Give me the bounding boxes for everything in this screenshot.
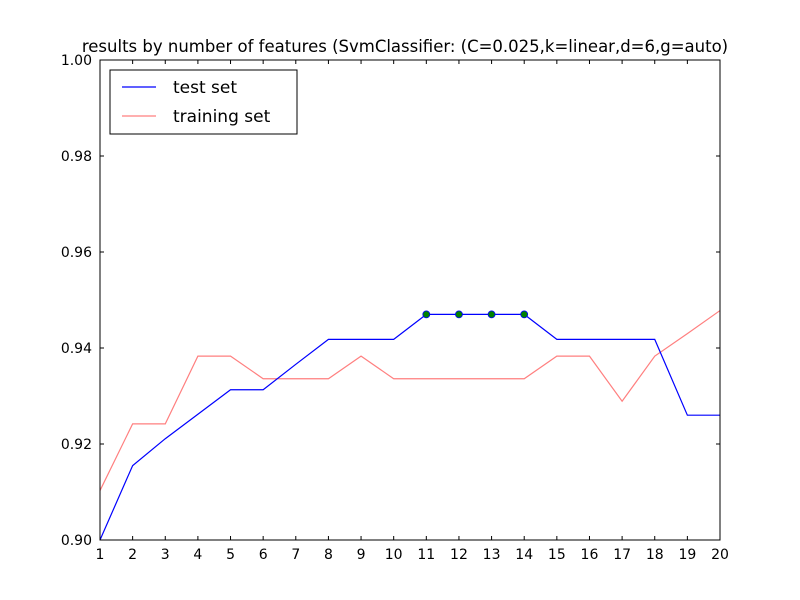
x-tick-label: 20 — [711, 547, 729, 563]
x-tick-label: 7 — [291, 547, 300, 563]
x-tick-label: 10 — [385, 547, 403, 563]
legend-box — [109, 69, 298, 135]
legend-label-test-set: test set — [173, 78, 237, 98]
x-tick-label: 3 — [161, 547, 170, 563]
axis-ticks — [99, 59, 721, 541]
y-tick-label: 0.90 — [61, 533, 92, 549]
highlight-point — [520, 310, 529, 319]
x-tick-label: 17 — [613, 547, 631, 563]
y-tick-label: 0.94 — [61, 341, 92, 357]
x-tick-label: 11 — [417, 547, 435, 563]
highlight-point — [422, 310, 431, 319]
x-tick-label: 5 — [226, 547, 235, 563]
chart-title: results by number of features (SvmClassi… — [82, 37, 728, 56]
x-tick-label: 9 — [357, 547, 366, 563]
highlight-point — [487, 310, 496, 319]
legend-label-training-set: training set — [173, 107, 271, 127]
plot-area-frame — [99, 59, 721, 541]
x-tick-label: 14 — [515, 547, 533, 563]
series-line-test-set — [99, 313, 720, 541]
x-tick-label: 18 — [646, 547, 664, 563]
series-layer — [99, 310, 721, 541]
x-tick-label: 15 — [548, 547, 566, 563]
y-axis-tick-labels: 0.90 0.92 0.94 0.96 0.98 1.00 — [61, 53, 92, 549]
x-axis-tick-labels: 1 2 3 4 5 6 7 8 9 10 11 12 13 14 15 16 17 18 19 20 — [96, 547, 729, 563]
x-tick-label: 12 — [450, 547, 468, 563]
x-tick-label: 13 — [483, 547, 501, 563]
legend: test set training set — [109, 69, 298, 135]
series-line-training-set — [99, 310, 721, 491]
x-tick-label: 2 — [128, 547, 137, 563]
x-tick-label: 1 — [96, 547, 105, 563]
x-tick-label: 4 — [193, 547, 202, 563]
y-tick-label: 1.00 — [61, 53, 92, 69]
highlight-points-layer — [422, 310, 529, 319]
x-tick-label: 16 — [581, 547, 599, 563]
y-tick-label: 0.92 — [61, 437, 92, 453]
y-tick-label: 0.98 — [61, 149, 92, 165]
x-tick-label: 8 — [324, 547, 333, 563]
y-tick-label: 0.96 — [61, 245, 92, 261]
x-tick-label: 19 — [678, 547, 696, 563]
highlight-point — [455, 310, 463, 319]
x-tick-label: 6 — [259, 547, 268, 563]
